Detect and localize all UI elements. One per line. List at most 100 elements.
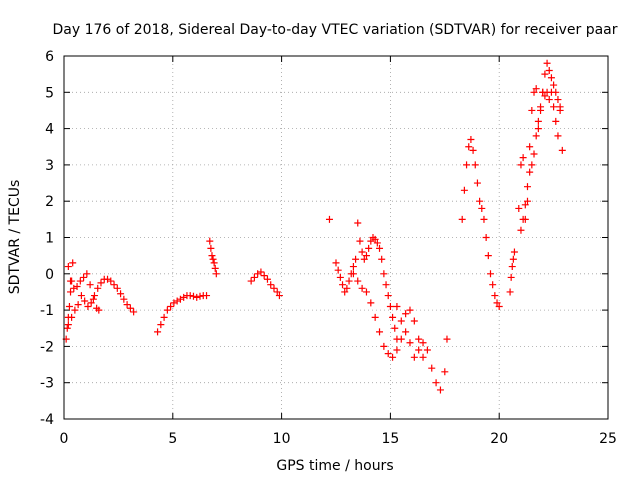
series-seg-f — [247, 268, 283, 300]
data-point — [419, 353, 427, 361]
data-point — [509, 255, 517, 263]
data-point — [402, 310, 410, 318]
data-point — [523, 183, 531, 191]
data-point — [343, 284, 351, 292]
data-point — [120, 295, 128, 303]
data-point — [167, 302, 175, 310]
data-point — [117, 290, 125, 298]
data-point — [260, 272, 268, 280]
data-point — [537, 103, 545, 111]
data-point — [68, 313, 76, 321]
y-tick-label: -1 — [40, 303, 54, 319]
data-point — [423, 346, 431, 354]
data-point — [76, 277, 84, 285]
data-point — [206, 237, 214, 245]
data-point — [254, 270, 262, 278]
data-point — [467, 135, 475, 143]
data-point — [196, 292, 204, 300]
y-tick-label: -4 — [40, 412, 54, 428]
data-point — [471, 161, 479, 169]
data-point — [209, 255, 217, 263]
data-point — [484, 252, 492, 260]
data-point — [371, 235, 379, 243]
data-point — [389, 313, 397, 321]
y-tick-label: 5 — [45, 85, 54, 101]
data-point — [77, 292, 85, 300]
data-point — [349, 263, 357, 271]
series-seg-l — [458, 135, 503, 310]
data-point — [94, 284, 102, 292]
data-point — [203, 292, 211, 300]
data-point — [257, 268, 265, 276]
data-point — [528, 161, 536, 169]
y-tick-label: 3 — [45, 158, 54, 174]
data-point — [530, 150, 538, 158]
data-point — [180, 293, 188, 301]
data-point — [123, 301, 131, 309]
data-point — [486, 270, 494, 278]
data-point — [208, 252, 216, 260]
data-point — [83, 270, 91, 278]
series-seg-g — [325, 215, 333, 223]
data-point — [90, 292, 98, 300]
data-point — [211, 264, 219, 272]
data-point — [173, 297, 181, 305]
data-point — [382, 281, 390, 289]
data-point — [519, 215, 527, 223]
data-point — [558, 146, 566, 154]
data-point — [547, 74, 555, 82]
data-point — [358, 248, 366, 256]
data-point — [532, 132, 540, 140]
data-point — [107, 277, 115, 285]
data-point — [526, 168, 534, 176]
series-seg-b — [64, 263, 103, 314]
data-point — [378, 255, 386, 263]
x-tick-label: 5 — [168, 431, 177, 447]
data-point — [176, 295, 184, 303]
data-point — [384, 292, 392, 300]
data-point — [526, 143, 534, 151]
data-point — [70, 284, 78, 292]
data-point — [376, 244, 384, 252]
series-seg-h — [332, 255, 360, 296]
data-point — [360, 255, 368, 263]
data-point — [367, 299, 375, 307]
data-point — [406, 339, 414, 347]
data-point — [358, 284, 366, 292]
data-point — [508, 263, 516, 271]
data-point — [410, 317, 418, 325]
data-point — [352, 255, 360, 263]
data-point — [386, 302, 394, 310]
data-point — [371, 313, 379, 321]
data-point — [63, 324, 71, 332]
series-seg-d — [154, 292, 211, 336]
series-seg-j — [349, 270, 451, 394]
data-point — [67, 277, 75, 285]
data-point — [397, 335, 405, 343]
data-point — [458, 215, 466, 223]
series-seg-m — [506, 248, 518, 296]
data-point — [270, 284, 278, 292]
data-point — [373, 239, 381, 247]
data-point — [86, 281, 94, 289]
data-point — [186, 292, 194, 300]
data-point — [160, 313, 168, 321]
data-point — [376, 328, 384, 336]
data-point — [389, 353, 397, 361]
data-point — [362, 288, 370, 296]
data-point — [157, 321, 165, 329]
data-point — [273, 288, 281, 296]
data-point — [69, 259, 77, 267]
data-point — [545, 67, 553, 75]
data-point — [89, 295, 97, 303]
data-point — [110, 281, 118, 289]
data-point — [550, 103, 558, 111]
data-point — [532, 85, 540, 93]
data-point — [80, 273, 88, 281]
data-point — [73, 283, 81, 291]
data-point — [460, 186, 468, 194]
data-point — [465, 143, 473, 151]
data-point — [207, 244, 215, 252]
data-point — [384, 350, 392, 358]
data-point — [550, 81, 558, 89]
